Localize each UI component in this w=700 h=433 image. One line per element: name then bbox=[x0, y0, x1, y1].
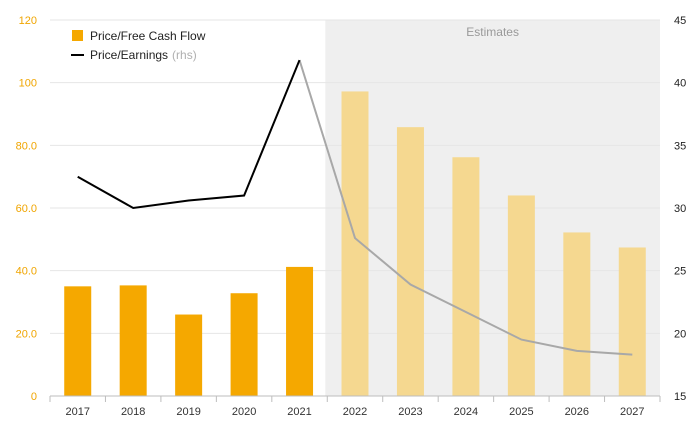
bar-2027 bbox=[618, 247, 646, 396]
x-tick-label: 2022 bbox=[343, 406, 367, 418]
left-tick-label: 80.0 bbox=[16, 140, 37, 152]
bar-2020 bbox=[230, 293, 258, 396]
legend: Price/Free Cash Flow Price/Earnings (rhs) bbox=[71, 29, 206, 62]
axes: 2017 2018 2019 2020 2021 2022 2023 2024 2025 2026… bbox=[16, 15, 687, 418]
x-tick-label: 2026 bbox=[565, 406, 589, 418]
bar-2022 bbox=[341, 91, 369, 396]
right-tick-label: 35 bbox=[674, 140, 686, 152]
bar-2025 bbox=[507, 195, 535, 396]
x-tick-label: 2027 bbox=[620, 406, 644, 418]
bar-2023 bbox=[396, 127, 424, 396]
right-tick-label: 45 bbox=[674, 15, 686, 27]
right-tick-label: 15 bbox=[674, 391, 686, 403]
x-tick-label: 2018 bbox=[121, 406, 145, 418]
left-tick-label: 20.0 bbox=[16, 328, 37, 340]
left-tick-label: 0 bbox=[31, 391, 37, 403]
legend-bar-swatch bbox=[72, 30, 83, 41]
svg-text:Price/Earnings(rhs): Price/Earnings (rhs) bbox=[90, 48, 197, 62]
left-tick-label: 60.0 bbox=[16, 203, 37, 215]
legend-line-label: Price/Earnings bbox=[90, 48, 168, 62]
estimates-label: Estimates bbox=[466, 25, 519, 39]
bar-2024 bbox=[452, 157, 480, 396]
right-tick-label: 20 bbox=[674, 328, 686, 340]
x-tick-label: 2025 bbox=[509, 406, 533, 418]
bar-2017 bbox=[64, 286, 92, 396]
x-tick-label: 2023 bbox=[398, 406, 422, 418]
pe-line-actual bbox=[77, 59, 301, 210]
right-tick-label: 30 bbox=[674, 203, 686, 215]
bar-2018 bbox=[119, 285, 147, 396]
left-tick-label: 100 bbox=[19, 78, 37, 90]
x-tick-label: 2017 bbox=[65, 406, 89, 418]
bar-series bbox=[64, 91, 646, 396]
x-tick-label: 2019 bbox=[176, 406, 200, 418]
left-tick-label: 120 bbox=[19, 15, 37, 27]
x-tick-label: 2021 bbox=[287, 406, 311, 418]
legend-line-rhs-note: (rhs) bbox=[172, 48, 197, 62]
bar-2026 bbox=[563, 232, 591, 396]
legend-bar-label: Price/Free Cash Flow bbox=[90, 29, 206, 43]
right-tick-label: 40 bbox=[674, 78, 686, 90]
x-tick-label: 2020 bbox=[232, 406, 256, 418]
x-tick-label: 2024 bbox=[454, 406, 478, 418]
left-tick-label: 40.0 bbox=[16, 266, 37, 278]
bar-2021 bbox=[286, 266, 314, 396]
pe-line-estimate bbox=[298, 59, 633, 356]
bar-2019 bbox=[175, 314, 203, 396]
line-series bbox=[77, 59, 633, 356]
right-tick-label: 25 bbox=[674, 266, 686, 278]
